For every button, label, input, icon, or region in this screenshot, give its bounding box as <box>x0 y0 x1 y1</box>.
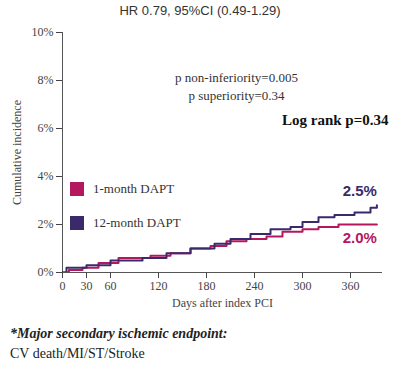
svg-text:Days after index PCI: Days after index PCI <box>172 296 273 310</box>
svg-text:2.5%: 2.5% <box>343 182 377 199</box>
svg-text:p non-inferiority=0.005: p non-inferiority=0.005 <box>175 70 298 85</box>
svg-text:Log rank p=0.34: Log rank p=0.34 <box>282 112 389 128</box>
svg-text:120: 120 <box>150 279 168 293</box>
svg-text:2.0%: 2.0% <box>343 229 377 246</box>
svg-text:360: 360 <box>342 279 360 293</box>
svg-text:30: 30 <box>81 279 93 293</box>
svg-text:60: 60 <box>105 279 117 293</box>
html-text:CV death/MI/ST/Stroke: CV death/MI/ST/Stroke <box>10 346 145 361</box>
svg-text:Cumulative incidence: Cumulative incidence <box>10 100 24 205</box>
html-text:1-month DAPT: 1-month DAPT <box>93 181 175 196</box>
html-text:*Major secondary ischemic endp: *Major secondary ischemic endpoint: <box>10 326 228 341</box>
svg-text:0: 0 <box>60 279 66 293</box>
html-text:12-month DAPT: 12-month DAPT <box>93 215 181 230</box>
svg-text:240: 240 <box>246 279 264 293</box>
svg-text:0%: 0% <box>38 265 54 279</box>
svg-text:p superiority=0.34: p superiority=0.34 <box>188 88 285 103</box>
svg-text:8%: 8% <box>38 73 54 87</box>
svg-text:4%: 4% <box>38 169 54 183</box>
svg-text:10%: 10% <box>32 25 54 39</box>
svg-text:2%: 2% <box>38 217 54 231</box>
svg-text:300: 300 <box>294 279 312 293</box>
html-text:HR 0.79, 95%CI (0.49-1.29): HR 0.79, 95%CI (0.49-1.29) <box>119 3 281 18</box>
svg-text:6%: 6% <box>38 121 54 135</box>
svg-text:180: 180 <box>198 279 216 293</box>
